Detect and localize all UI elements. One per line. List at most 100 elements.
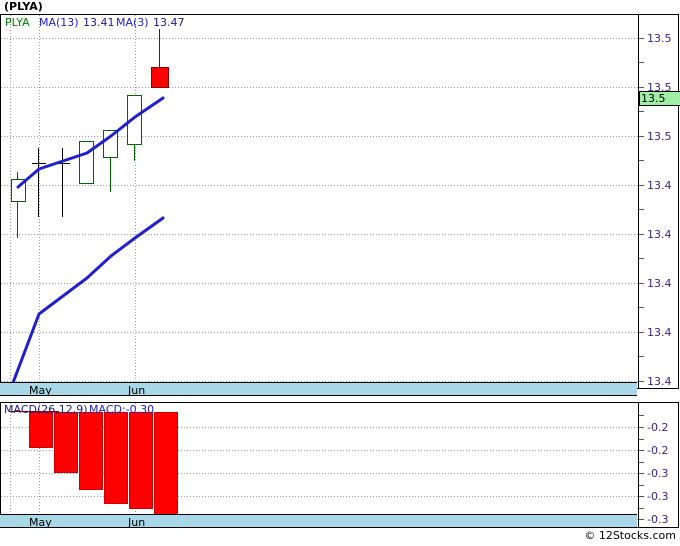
axis-tick bbox=[639, 519, 644, 520]
gridline-h bbox=[1, 87, 638, 88]
axis-tick bbox=[639, 283, 644, 284]
gridline-v bbox=[135, 15, 136, 388]
candle-body bbox=[56, 163, 70, 164]
candle-body bbox=[151, 67, 169, 88]
macd-legend-value: MACD:-0.30 bbox=[89, 403, 155, 416]
candle-wick bbox=[159, 29, 160, 69]
axis-tick bbox=[639, 427, 644, 428]
date-label-jun: Jun bbox=[128, 516, 146, 529]
price-axis-label: 13.5 bbox=[647, 32, 672, 45]
axis-tick bbox=[639, 450, 644, 451]
gridline-v bbox=[39, 403, 40, 527]
gridline-h bbox=[1, 332, 638, 333]
gridline-h bbox=[1, 496, 638, 497]
axis-tick bbox=[639, 62, 644, 63]
axis-tick bbox=[639, 356, 644, 357]
price-axis-label: 13.5 bbox=[647, 130, 672, 143]
macd-axis-label: -0.3 bbox=[647, 467, 669, 480]
date-label-may: May bbox=[29, 384, 52, 397]
ma13-line bbox=[9, 216, 165, 388]
macd-axis-label: -0.3 bbox=[647, 490, 669, 503]
axis-tick bbox=[639, 111, 644, 112]
axis-tick bbox=[639, 160, 644, 161]
gridline-h bbox=[1, 473, 638, 474]
axis-tick bbox=[639, 508, 644, 509]
axis-tick bbox=[639, 381, 644, 382]
gridline-v bbox=[10, 403, 11, 527]
price-axis-label: 13.4 bbox=[647, 179, 672, 192]
axis-tick bbox=[639, 332, 644, 333]
macd-axis-label: -0.2 bbox=[647, 444, 669, 457]
current-price-highlight: 13.5 bbox=[639, 91, 680, 106]
axis-tick bbox=[639, 439, 644, 440]
macd-chart-panel: MACD(26,12,9) MACD:-0.30 -0.2 -0.2 -0.3 … bbox=[0, 402, 679, 528]
axis-tick bbox=[639, 258, 644, 259]
axis-tick bbox=[639, 87, 644, 88]
macd-date-strip: May Jun bbox=[0, 514, 637, 529]
gridline-h bbox=[1, 136, 638, 137]
ma3-line bbox=[16, 96, 165, 189]
axis-tick bbox=[639, 209, 644, 210]
legend-ma13-value: 13.41 bbox=[83, 16, 115, 29]
candle-wick bbox=[62, 148, 63, 217]
candle-wick bbox=[17, 172, 18, 238]
legend-ma13-label: MA(13) bbox=[39, 16, 79, 29]
date-label-jun: Jun bbox=[128, 384, 146, 397]
price-axis-label: 13.4 bbox=[647, 277, 672, 290]
axis-tick bbox=[639, 462, 644, 463]
macd-bar bbox=[54, 412, 78, 473]
price-axis-label: 13.5 bbox=[647, 81, 672, 94]
macd-axis-label: -0.2 bbox=[647, 421, 669, 434]
title-bar: (PLYA) bbox=[0, 0, 680, 14]
price-axis-label: 13.4 bbox=[647, 228, 672, 241]
macd-bar bbox=[79, 412, 103, 490]
copyright-label: © 12Stocks.com bbox=[584, 529, 676, 542]
macd-bar bbox=[154, 412, 178, 516]
gridline-v bbox=[10, 15, 11, 388]
footer: © 12Stocks.com bbox=[0, 528, 680, 546]
date-label-may: May bbox=[29, 516, 52, 529]
price-plot-area: PLYA MA(13) 13.41 MA(3) 13.47 bbox=[1, 15, 638, 388]
legend-ma3-label: MA(3) bbox=[116, 16, 149, 29]
price-chart-panel: PLYA MA(13) 13.41 MA(3) 13.47 13.5 1 bbox=[0, 14, 680, 389]
price-axis-label: 13.4 bbox=[647, 326, 672, 339]
gridline-h bbox=[1, 38, 638, 39]
axis-tick bbox=[639, 473, 644, 474]
gridline-h bbox=[1, 234, 638, 235]
price-axis-label: 13.4 bbox=[647, 375, 672, 388]
candle-body bbox=[32, 163, 46, 164]
macd-axis-label: -0.3 bbox=[647, 513, 669, 526]
axis-tick bbox=[639, 136, 644, 137]
candle-wick bbox=[38, 148, 39, 217]
ma-lines-overlay bbox=[9, 96, 165, 388]
axis-tick bbox=[639, 307, 644, 308]
macd-axis-separator bbox=[638, 403, 639, 527]
macd-zero-line bbox=[9, 411, 59, 412]
macd-bar bbox=[29, 412, 53, 448]
axis-tick bbox=[639, 415, 644, 416]
gridline-v bbox=[39, 15, 40, 388]
macd-bar bbox=[129, 412, 153, 509]
gridline-h bbox=[1, 283, 638, 284]
legend-symbol: PLYA bbox=[5, 16, 30, 29]
gridline-h bbox=[1, 381, 638, 382]
candle-body bbox=[103, 130, 118, 158]
axis-tick bbox=[639, 485, 644, 486]
price-date-strip: May Jun bbox=[0, 382, 637, 397]
gridline-h bbox=[1, 185, 638, 186]
candle-wick bbox=[110, 130, 111, 192]
candle-body bbox=[127, 95, 142, 145]
gridline-h bbox=[1, 427, 638, 428]
axis-tick bbox=[639, 185, 644, 186]
axis-tick bbox=[639, 38, 644, 39]
macd-legend-indicator: MACD(26,12,9) bbox=[4, 403, 88, 416]
axis-tick bbox=[639, 234, 644, 235]
price-axis-separator bbox=[638, 15, 639, 388]
macd-bar bbox=[104, 412, 128, 504]
axis-tick bbox=[639, 496, 644, 497]
gridline-h bbox=[1, 450, 638, 451]
macd-plot-area: MACD(26,12,9) MACD:-0.30 bbox=[1, 403, 638, 527]
legend-ma3-value: 13.47 bbox=[153, 16, 185, 29]
page-title: (PLYA) bbox=[4, 0, 43, 13]
